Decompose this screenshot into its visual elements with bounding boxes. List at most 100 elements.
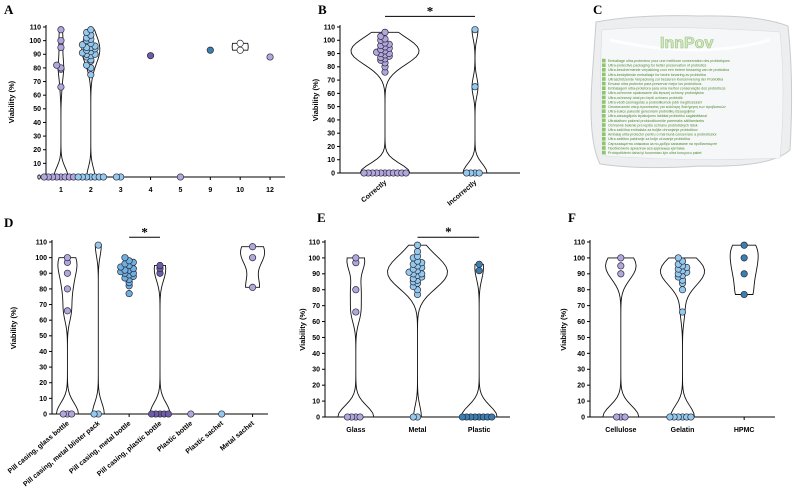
data-point <box>678 286 687 294</box>
data-point <box>87 26 95 34</box>
data-point <box>147 52 155 60</box>
y-tick-label: 60 <box>39 318 47 325</box>
language-flag-icon <box>602 86 606 90</box>
data-point <box>621 413 629 421</box>
x-tick-label: Cellulose <box>605 427 636 434</box>
panel-b: B Viability (%) 0 10 20 30 40 50 60 70 80 90 100 110 C… <box>311 2 520 208</box>
language-line: Probiyotiklerin daha iyi korunması için … <box>608 151 701 155</box>
y-tick-label: 80 <box>577 287 585 294</box>
y-tick-label: 90 <box>39 271 47 278</box>
data-point <box>99 173 107 181</box>
language-flag-icon <box>602 77 606 81</box>
y-tick-label: 50 <box>327 104 335 111</box>
violin-shape <box>387 244 448 418</box>
language-flag-icon <box>602 141 606 146</box>
data-point <box>617 262 625 270</box>
data-point <box>343 413 351 421</box>
data-point <box>475 267 483 275</box>
data-point <box>740 290 748 299</box>
y-tick-label: 90 <box>33 52 41 59</box>
x-tick-label: Incorrectly <box>446 179 478 207</box>
violin-shape <box>231 42 249 51</box>
multilingual-text-list: Emballage ultra-protecteur pour une meil… <box>602 58 730 155</box>
x-tick-label: Metal <box>409 427 427 434</box>
data-point <box>63 307 71 315</box>
language-flag-icon <box>602 118 606 123</box>
data-point <box>458 413 466 421</box>
x-tick-label: 9 <box>208 187 212 194</box>
data-point <box>94 241 102 249</box>
violin-shape <box>240 246 266 288</box>
y-tick-label: 60 <box>327 91 335 98</box>
language-line: Embalagem ultra-protetora para uma melho… <box>608 87 726 91</box>
violin-shape <box>460 263 498 418</box>
language-line: Ultraschützende Verpackung zur besseren … <box>608 77 723 81</box>
significance-star: * <box>445 224 452 239</box>
x-tick-label: 12 <box>266 187 274 194</box>
data-point <box>475 169 483 177</box>
data-point <box>381 28 389 36</box>
y-tick-label: 20 <box>312 383 320 390</box>
data-point <box>218 410 226 418</box>
language-line: Свръхзащитна опаковка за по-добро запазв… <box>608 142 717 146</box>
data-point <box>409 413 417 421</box>
language-flag-icon <box>602 146 606 150</box>
language-line: Ambalaj ultra-protector pentru o mai bun… <box>608 133 717 137</box>
data-point <box>236 39 244 47</box>
y-tick-label: 0 <box>43 411 47 418</box>
data-point <box>617 270 625 278</box>
y-tick-label: 60 <box>312 319 320 326</box>
y-tick-label: 100 <box>35 255 47 262</box>
x-tick-label: 10 <box>236 187 244 194</box>
language-line: Ultra-protective packaging for better pr… <box>608 64 706 68</box>
y-tick-label: 40 <box>39 349 47 356</box>
data-point <box>112 173 121 181</box>
data-point <box>740 254 748 262</box>
data-point <box>687 413 695 421</box>
y-tick-label: 40 <box>33 120 41 127</box>
y-tick-label: 20 <box>33 147 41 154</box>
data-point <box>666 413 674 421</box>
language-line: Ultra-védő csomagolás a probiotikumok jo… <box>608 100 702 104</box>
brand-logo: InnPov <box>660 35 713 52</box>
violin-shape <box>729 244 759 295</box>
data-point <box>74 173 82 181</box>
panel-c-label: C <box>593 2 602 17</box>
data-point <box>78 41 86 49</box>
violin-shape <box>149 265 171 415</box>
data-point <box>413 248 422 256</box>
language-flag-icon <box>602 63 606 67</box>
y-tick-label: 110 <box>324 24 335 31</box>
y-tick-label: 110 <box>309 239 320 246</box>
y-tick-label: 100 <box>573 255 585 262</box>
y-tick-label: 20 <box>39 380 47 387</box>
y-tick-label: 70 <box>327 77 335 84</box>
y-tick-label: 50 <box>39 333 47 340</box>
data-point <box>678 308 687 316</box>
violin-shape <box>602 257 640 418</box>
data-point <box>617 254 625 262</box>
y-tick-label: 40 <box>577 351 585 358</box>
y-tick-label: 70 <box>39 302 47 309</box>
data-point <box>59 410 67 418</box>
violin-shape <box>660 257 705 418</box>
x-tick-label: Plastic <box>468 427 491 434</box>
data-point <box>249 254 257 262</box>
y-tick-label: 0 <box>581 414 585 421</box>
panel-label: E <box>317 210 326 225</box>
language-line: Ultra zaštitno pakiranje za bolje očuvan… <box>608 137 690 141</box>
panel-label: D <box>4 215 13 230</box>
language-line: Ultra-ochranný obal pro lepší ochranu pr… <box>608 96 683 100</box>
y-tick-label: 90 <box>312 271 320 278</box>
data-point <box>63 254 71 262</box>
data-point <box>57 83 65 91</box>
data-point <box>63 285 71 293</box>
data-point <box>740 241 748 249</box>
language-line: Ultrakaitsev pakend probiootikumide pare… <box>608 119 704 123</box>
violin-shape <box>53 29 69 178</box>
y-tick-label: 80 <box>312 287 320 294</box>
y-tick-label: 10 <box>33 161 41 168</box>
y-tick-label: 70 <box>33 79 41 86</box>
language-flag-icon <box>602 72 606 77</box>
